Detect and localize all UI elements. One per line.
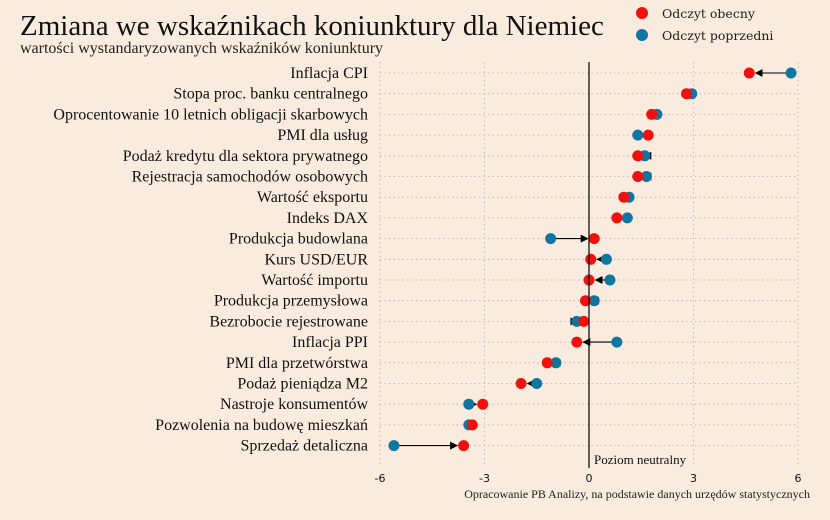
x-tick-label: -6 (375, 472, 386, 485)
current-value-point (632, 171, 644, 182)
chart-subtitle: wartości wystandaryzowanych wskaźników k… (20, 40, 384, 57)
current-value-point (585, 253, 597, 265)
previous-value-point (545, 233, 557, 245)
current-value-point (571, 336, 583, 348)
current-value-point (541, 357, 553, 369)
current-value-point (466, 419, 478, 431)
current-value-point (632, 150, 644, 162)
previous-value-point (550, 357, 562, 369)
category-label: Podaż kredytu dla sektora prywatnego (123, 148, 368, 165)
previous-value-point (388, 440, 400, 452)
x-tick-label: 0 (586, 472, 593, 485)
previous-value-point (611, 336, 623, 348)
neutral-line-label: Poziom neutralny (594, 452, 687, 467)
current-value-point (515, 378, 527, 389)
current-value-point (646, 108, 658, 120)
category-label: Produkcja budowlana (229, 231, 368, 248)
current-value-point (743, 67, 755, 79)
legend-marker-current (636, 7, 648, 19)
previous-value-point (531, 378, 543, 389)
category-label: Wartość importu (261, 272, 368, 289)
category-label: PMI dla przetwórstwa (226, 355, 368, 372)
current-value-point (611, 212, 623, 224)
category-label: Inflacja PPI (292, 334, 368, 351)
x-tick-label: 3 (690, 472, 697, 485)
category-label: Kurs USD/EUR (264, 251, 368, 268)
category-label: Wartość eksportu (257, 189, 368, 206)
x-axis: Poziom neutralny -6 -3 0 3 6 (375, 62, 802, 485)
category-label: Sprzedaż detaliczna (241, 438, 368, 455)
category-label: Nastroje konsumentów (220, 396, 368, 413)
legend-item-previous: Odczyt poprzedni (636, 24, 773, 46)
category-label: Podaż pieniądza M2 (237, 376, 368, 393)
category-label: Bezrobocie rejestrowane (209, 313, 368, 330)
previous-value-point (463, 398, 475, 410)
legend: Odczyt obecny Odczyt poprzedni (636, 2, 773, 46)
previous-value-point (600, 253, 612, 265)
category-label: Stopa proc. banku centralnego (173, 86, 368, 103)
current-value-point (458, 440, 470, 452)
category-labels: Inflacja CPI Stopa proc. banku centralneg… (53, 65, 368, 455)
x-tick-label: 6 (795, 472, 802, 485)
category-label: Produkcja przemysłowa (214, 293, 368, 310)
previous-value-point (785, 67, 797, 79)
current-value-point (681, 88, 693, 100)
data-marks (388, 67, 797, 452)
previous-value-point (632, 129, 644, 141)
category-label: Oprocentowanie 10 letnich obligacji skar… (53, 106, 368, 123)
previous-value-point (640, 171, 652, 182)
category-label: Rejestracja samochodów osobowych (132, 169, 368, 186)
chart-title: Zmiana we wskaźnikach koniunktury dla Ni… (20, 10, 604, 42)
current-value-point (618, 191, 630, 203)
current-value-point (477, 398, 489, 410)
previous-value-point (604, 274, 616, 286)
previous-value-point (621, 212, 633, 224)
x-tick-label: -3 (479, 472, 490, 485)
previous-value-point (588, 295, 600, 307)
source-note: Opracowanie PB Analizy, na podstawie dan… (464, 487, 810, 501)
category-label: Inflacja CPI (290, 65, 368, 82)
current-value-point (588, 233, 600, 245)
current-value-point (580, 295, 592, 307)
category-label: Indeks DAX (287, 210, 369, 227)
current-value-point (642, 129, 654, 141)
current-value-point (578, 315, 590, 327)
category-label: Pozwolenia na budowę mieszkań (155, 417, 368, 434)
category-label: PMI dla usług (277, 127, 368, 144)
legend-label-previous: Odczyt poprzedni (662, 27, 774, 43)
legend-marker-previous (636, 29, 648, 41)
legend-label-current: Odczyt obecny (662, 5, 755, 21)
legend-item-current: Odczyt obecny (636, 2, 773, 24)
